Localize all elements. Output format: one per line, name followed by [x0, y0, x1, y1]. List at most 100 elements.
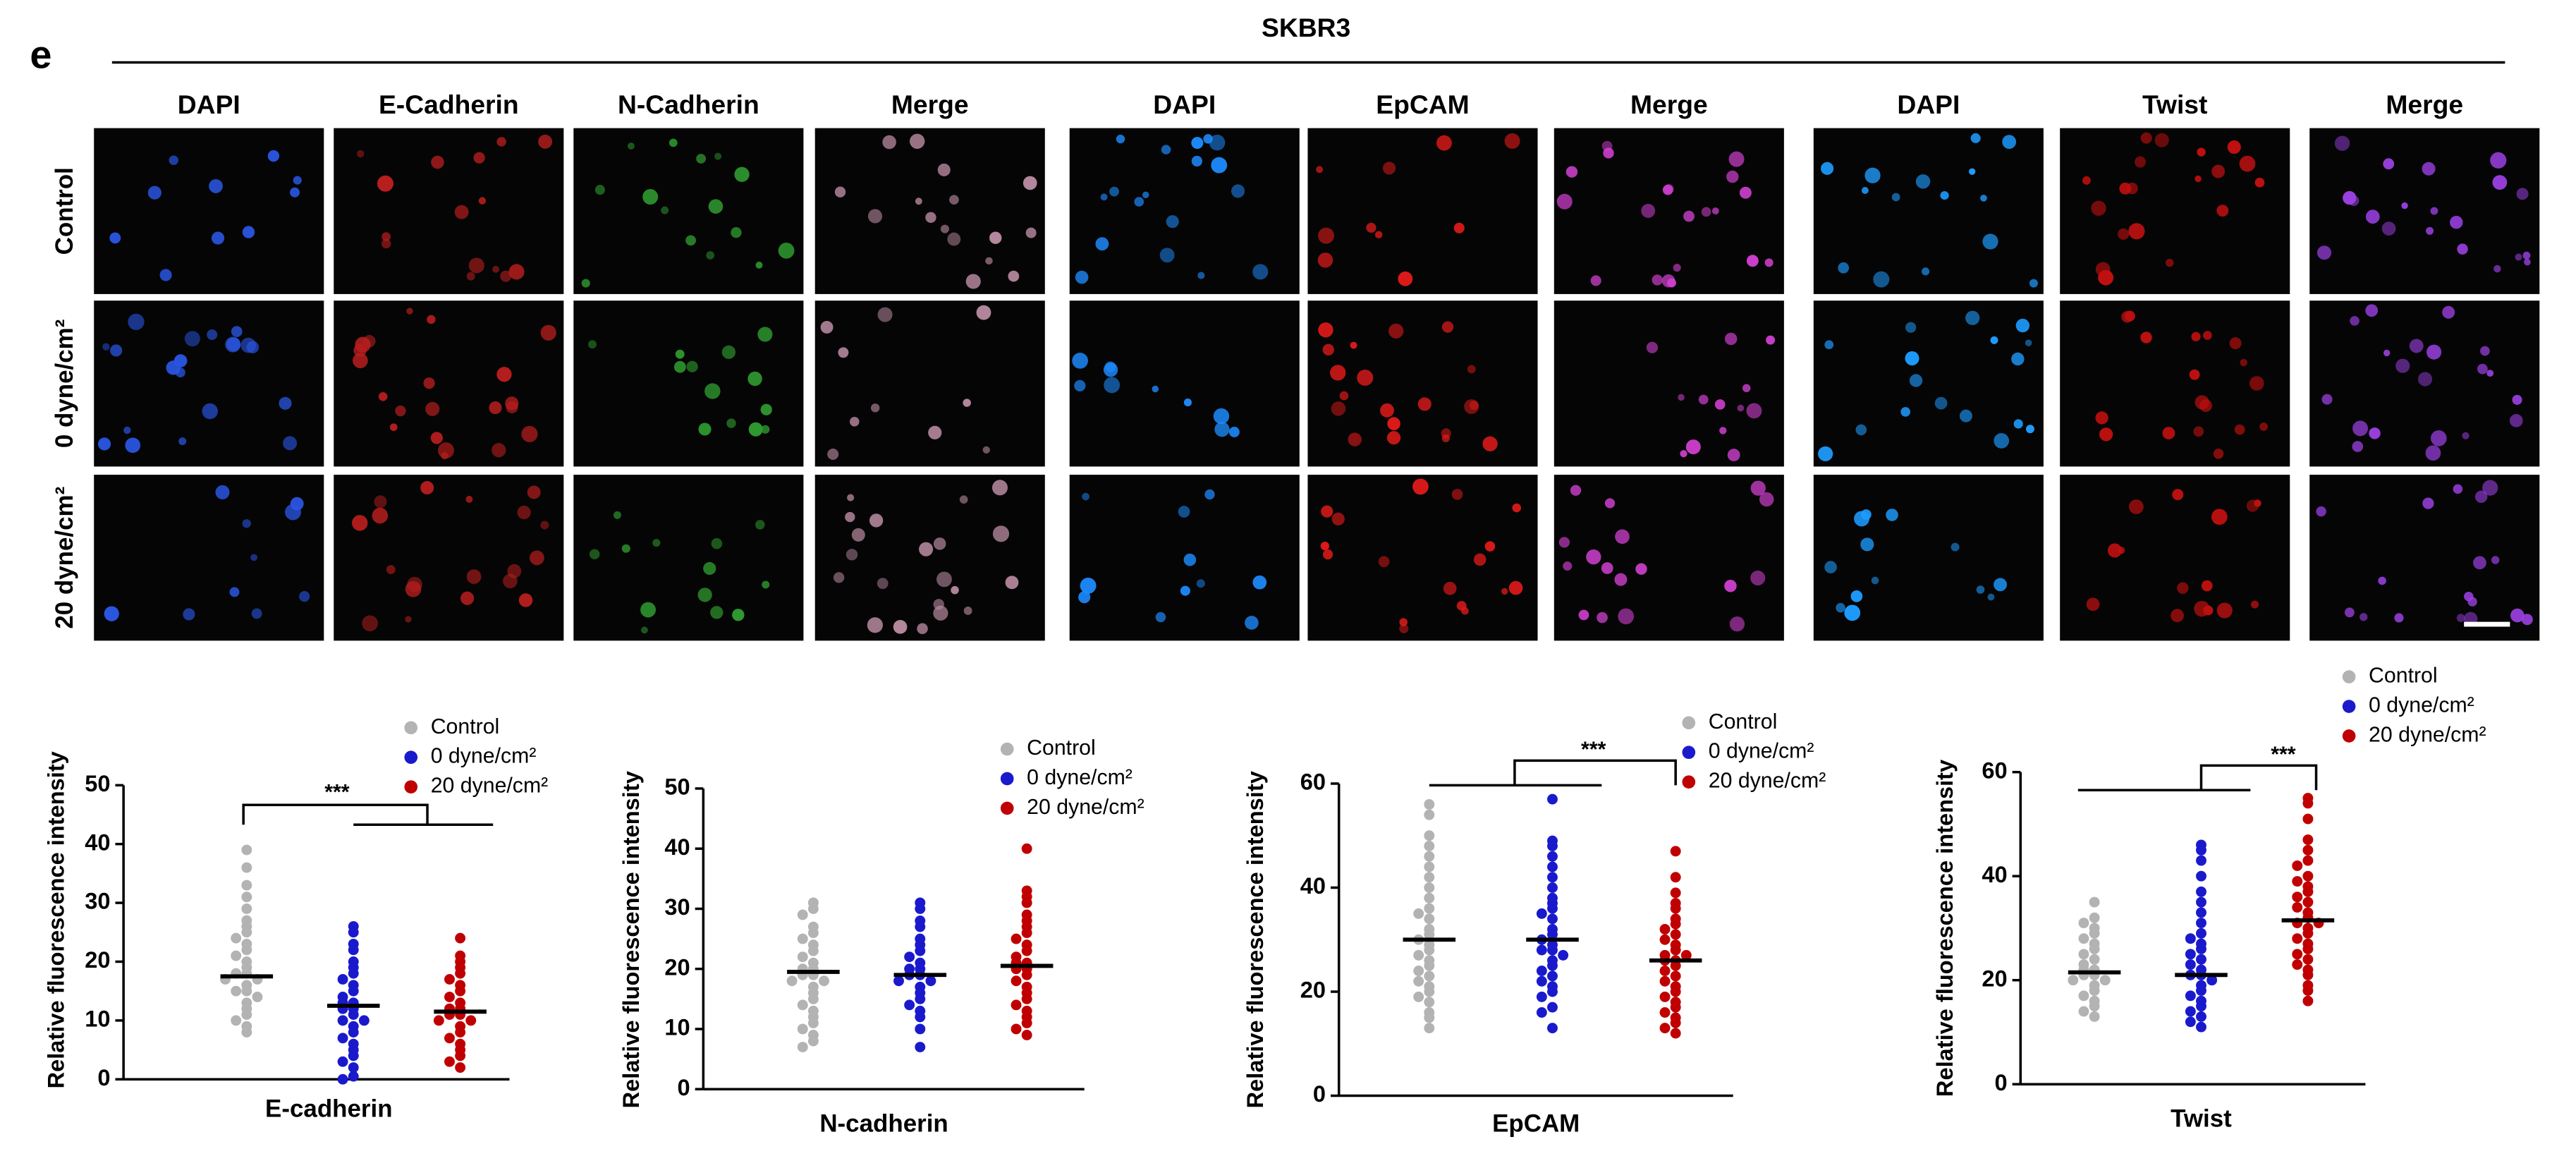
cell [2211, 509, 2228, 525]
legend-label: 20 dyne/cm² [1709, 769, 1826, 793]
cell [1388, 323, 1404, 339]
data-point [1011, 999, 1022, 1011]
cell [1504, 133, 1520, 149]
micrograph [1553, 128, 1784, 294]
cell [1103, 363, 1118, 377]
data-point [1413, 966, 1424, 976]
cell [2095, 262, 2111, 277]
cell [1558, 537, 1570, 548]
cell [851, 528, 865, 542]
cell [1766, 335, 1776, 345]
cell [1155, 612, 1166, 623]
data-point [2089, 927, 2100, 939]
channel-header: N-Cadherin [618, 90, 759, 119]
data-point [1424, 903, 1435, 914]
data-point [1659, 991, 1671, 1002]
data-point [1021, 1017, 1032, 1028]
data-point [1670, 872, 1681, 883]
cell [1994, 578, 2007, 592]
data-point [2185, 1016, 2196, 1028]
y-tick-label: 0 [1313, 1081, 1326, 1107]
cell [2442, 305, 2455, 319]
cell [2350, 316, 2360, 326]
cell [1204, 489, 1215, 500]
cell [104, 606, 119, 621]
cell [936, 571, 952, 588]
cell [1417, 397, 1432, 411]
cell [362, 615, 378, 632]
cell [1980, 195, 1987, 202]
cell [642, 189, 659, 205]
cell [2464, 591, 2474, 602]
cell [627, 142, 635, 150]
cell [290, 187, 300, 197]
data-point [444, 974, 455, 985]
data-point [1670, 887, 1681, 899]
cell [1196, 579, 1205, 588]
cell [1860, 537, 1874, 552]
cell [2474, 490, 2488, 504]
legend-marker [1000, 772, 1014, 786]
cell [587, 340, 597, 349]
data-point [1021, 843, 1032, 854]
data-point [1021, 927, 1032, 939]
channel-header: DAPI [1897, 90, 1960, 119]
cell [731, 227, 742, 238]
cell [2430, 430, 2447, 446]
data-point [2292, 959, 2303, 971]
cell [1951, 542, 1960, 552]
cell [1861, 187, 1869, 194]
significance-label: *** [324, 781, 350, 804]
cell [2462, 432, 2470, 439]
legend-marker [404, 780, 418, 793]
data-point [1413, 949, 1424, 961]
cell [2240, 358, 2248, 367]
legend-marker [404, 721, 418, 735]
y-tick-label: 40 [1300, 872, 1326, 899]
micrograph [2309, 128, 2540, 294]
cell [2227, 140, 2241, 154]
data-point [2302, 985, 2314, 996]
cell [963, 607, 972, 615]
data-point [1547, 903, 1558, 914]
cell [110, 344, 123, 357]
cell [1586, 549, 1601, 565]
data-point [2302, 896, 2314, 908]
cell [2254, 499, 2261, 507]
cell [1759, 492, 1774, 507]
cell [2383, 158, 2395, 170]
y-tick-label: 0 [1995, 1069, 2008, 1095]
legend-label: 0 dyne/cm² [431, 745, 537, 768]
cell [2140, 132, 2152, 144]
cell [242, 519, 251, 528]
cell [1590, 275, 1601, 286]
cell [251, 608, 262, 619]
data-point [1670, 918, 1681, 930]
data-point [915, 1042, 926, 1052]
cell [521, 425, 538, 442]
data-point [2078, 1006, 2089, 1017]
cell [489, 401, 502, 415]
cell [1357, 369, 1374, 387]
data-point [915, 1023, 926, 1035]
cell [1742, 384, 1751, 393]
data-point [1670, 903, 1681, 914]
data-point [2196, 886, 2206, 897]
cell [1821, 162, 1834, 175]
data-point [1424, 892, 1435, 904]
cell [2119, 182, 2132, 195]
cell [2250, 600, 2259, 609]
cell [589, 549, 600, 560]
data-point [2302, 995, 2314, 1006]
cell [378, 392, 388, 401]
cell [1739, 186, 1752, 199]
cell [675, 349, 685, 359]
cell [1764, 258, 1774, 267]
cell [1178, 506, 1190, 518]
data-point [1536, 908, 1547, 919]
data-point [1659, 1007, 1671, 1018]
cell [406, 308, 413, 315]
cell [1023, 176, 1037, 190]
cell [2417, 372, 2433, 387]
cell [755, 520, 765, 530]
